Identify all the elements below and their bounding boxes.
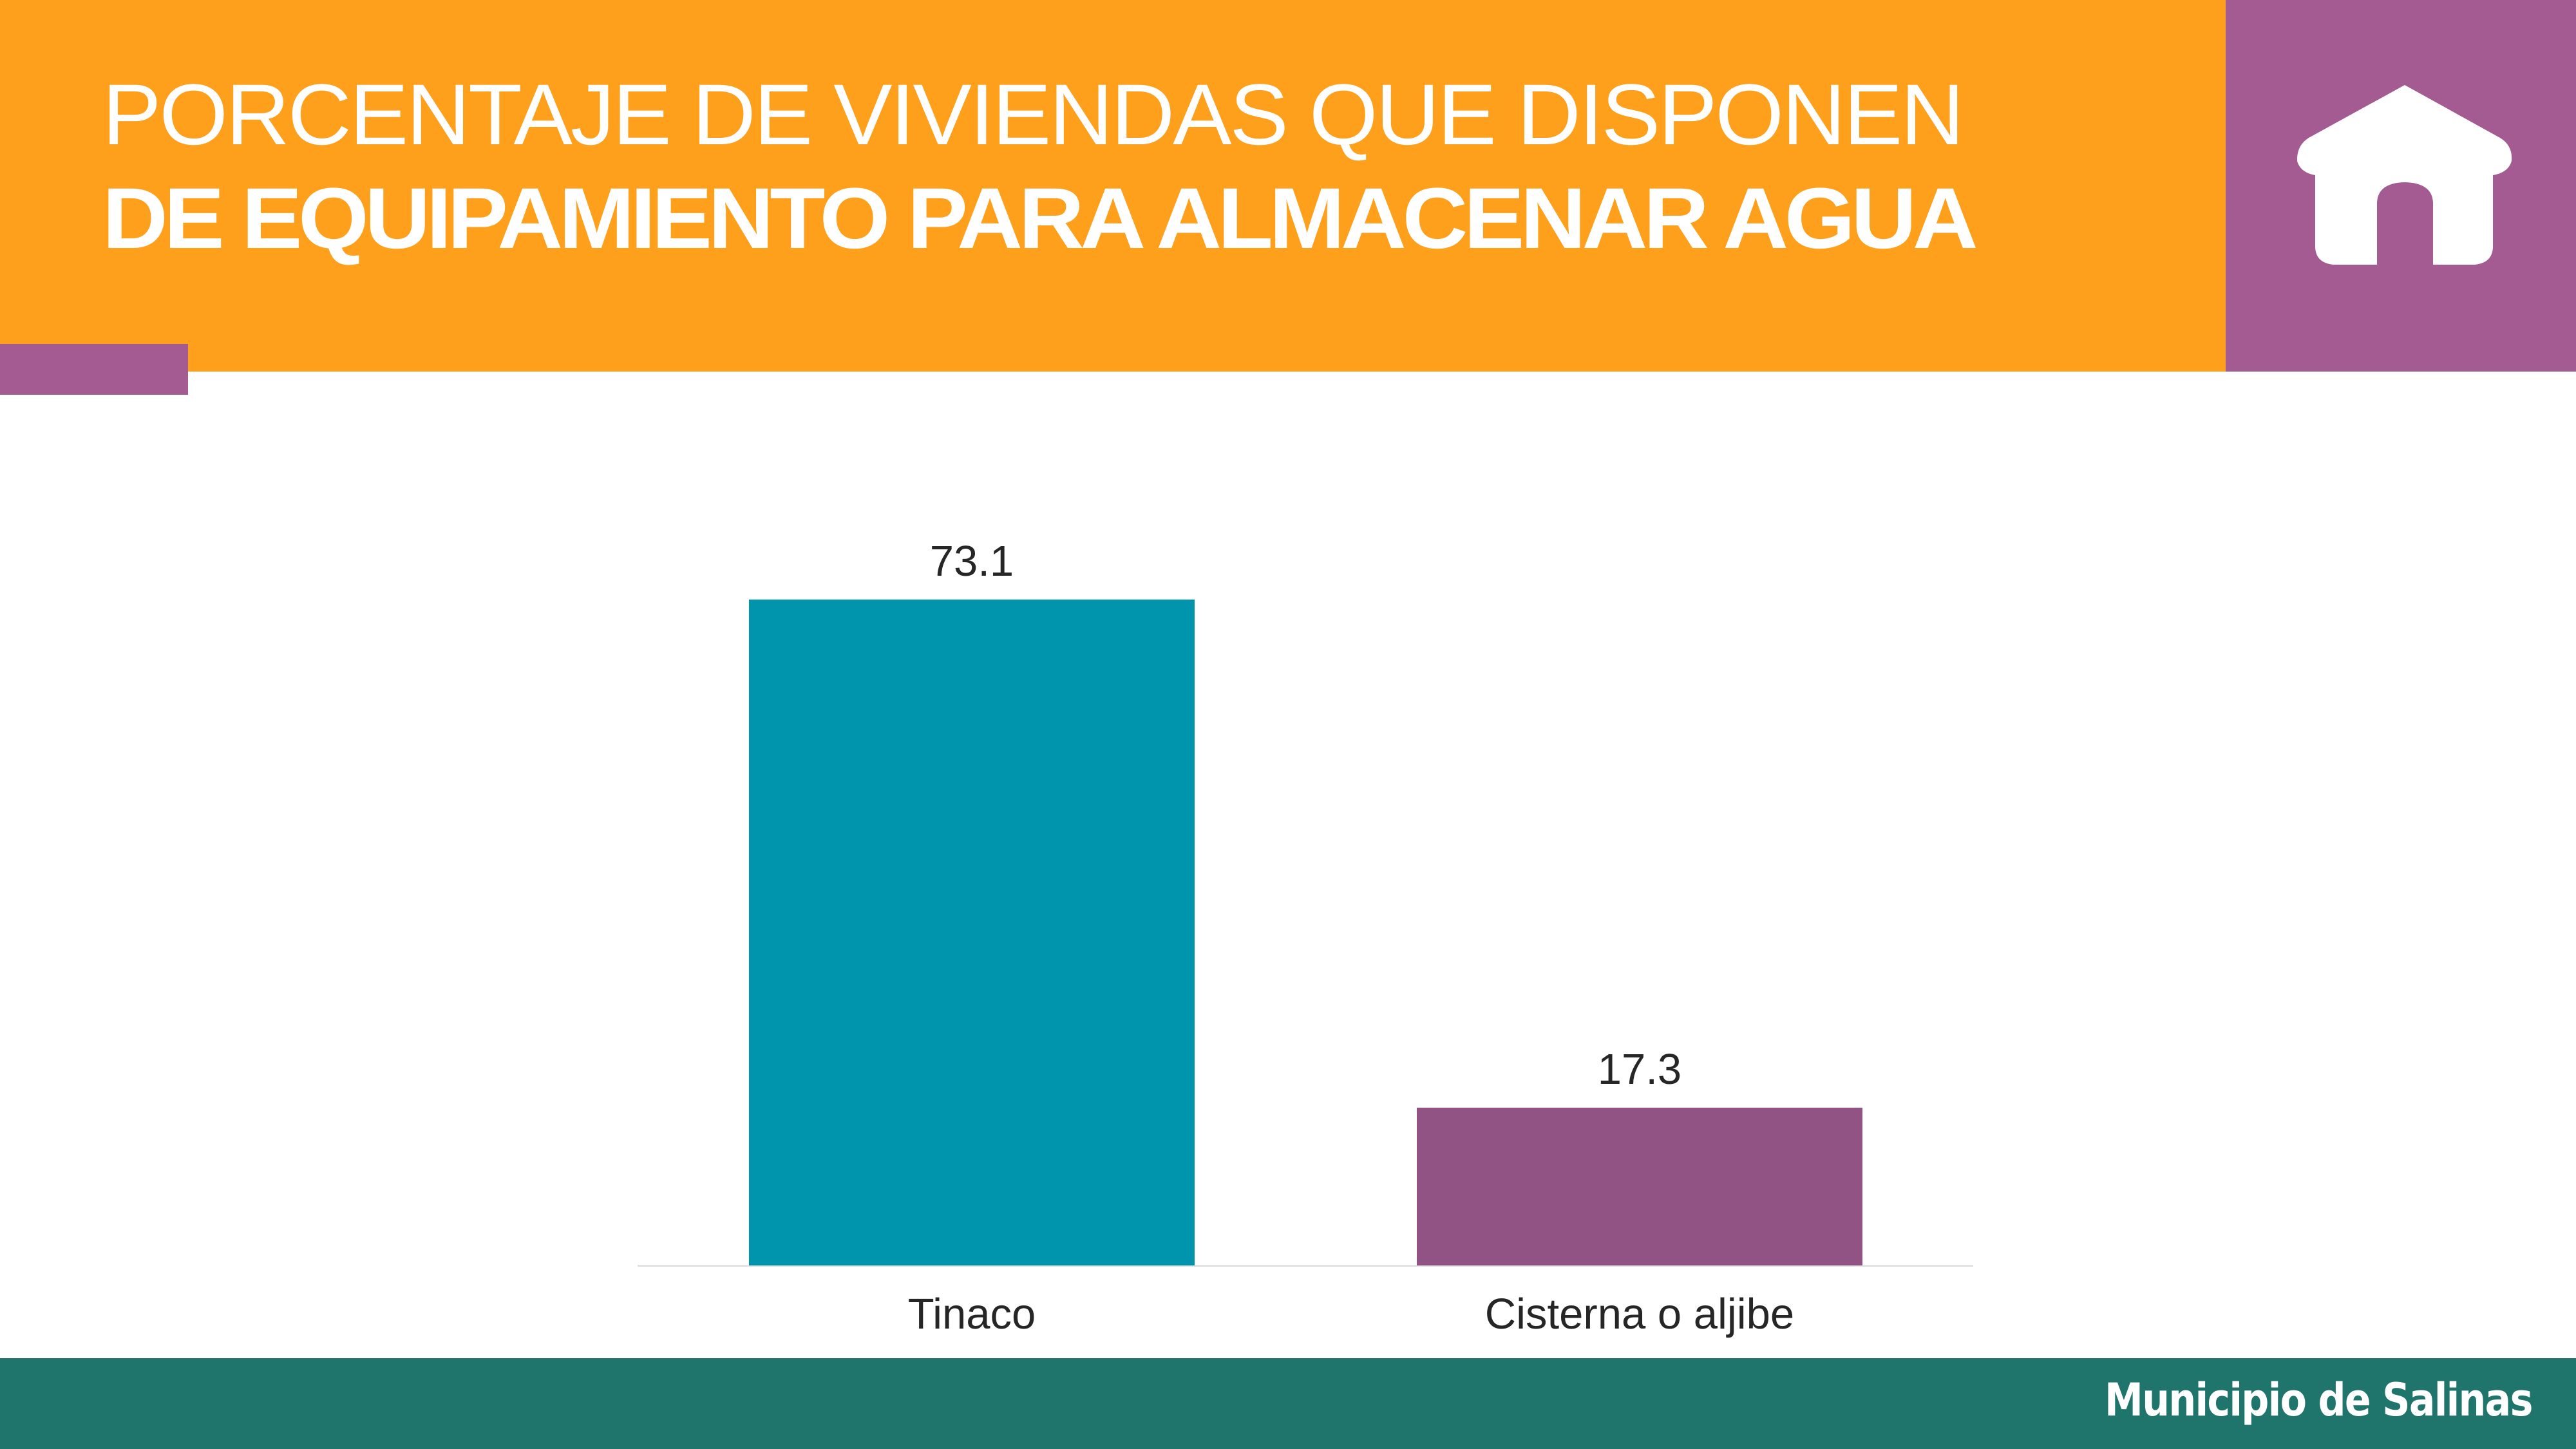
data-label-tinaco: 73.1: [929, 537, 1014, 585]
bar-tinaco: [749, 600, 1195, 1265]
footer: Municipio de Salinas: [0, 1358, 2576, 1449]
accent-bar: [0, 344, 188, 395]
x-axis-line: [638, 1265, 1973, 1267]
bar-cisterna: [1417, 1108, 1862, 1265]
data-label-cisterna: 17.3: [1597, 1045, 1682, 1094]
title-line-1: PORCENTAJE DE VIVIENDAS QUE DISPONEN: [102, 67, 1964, 163]
bar-chart: 73.1 Tinaco 17.3 Cisterna o aljibe: [0, 372, 2576, 1358]
footer-municipality: Municipio de Salinas: [2105, 1374, 2533, 1426]
category-label-cisterna: Cisterna o aljibe: [1484, 1290, 1795, 1338]
title-banner: PORCENTAJE DE VIVIENDAS QUE DISPONEN DE …: [0, 0, 2226, 372]
house-icon: [2297, 85, 2512, 265]
title-line-2: DE EQUIPAMIENTO PARA ALMACENAR AGUA: [102, 171, 1978, 267]
icon-box: [2226, 0, 2576, 372]
category-label-tinaco: Tinaco: [907, 1290, 1036, 1338]
